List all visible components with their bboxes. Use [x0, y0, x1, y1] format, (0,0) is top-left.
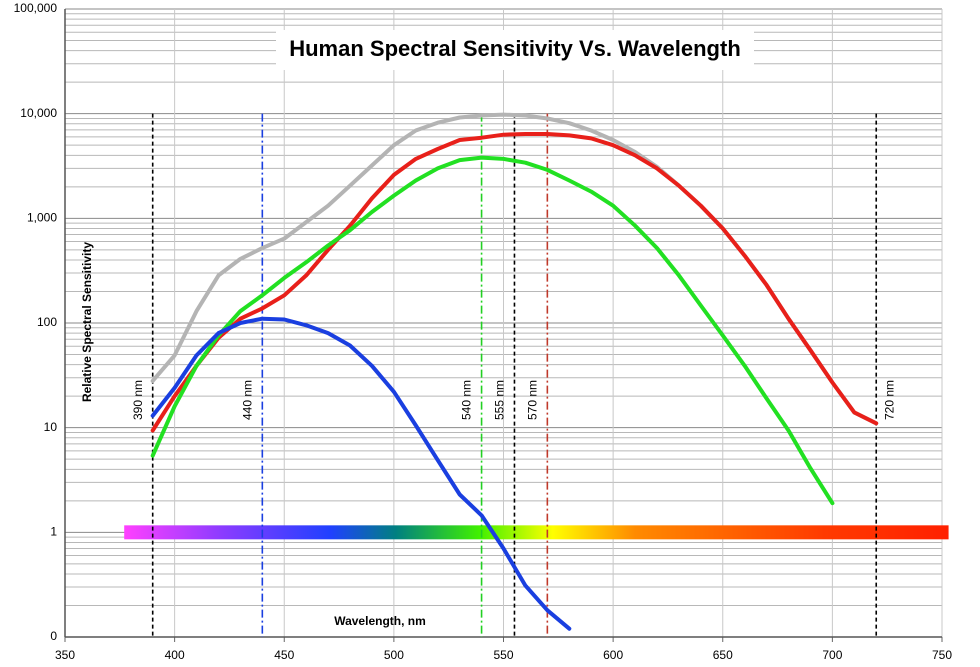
marker-label: 540 nm: [460, 380, 474, 420]
series-line: [150, 132, 879, 433]
y-tick-label: 1,000: [27, 211, 57, 225]
series-line: [150, 316, 572, 631]
marks: [124, 112, 949, 637]
marker-label: 570 nm: [526, 380, 540, 420]
marker-label: 390 nm: [131, 380, 145, 420]
y-axis-label: Relative Spectral Sensitivity: [80, 242, 94, 402]
x-tick-label: 500: [384, 648, 404, 662]
y-tick-label: 10: [44, 420, 58, 434]
x-tick-label: 650: [713, 648, 733, 662]
chart-title: Human Spectral Sensitivity Vs. Wavelengt…: [289, 36, 741, 61]
y-tick-label: 1: [50, 525, 57, 539]
x-tick-label: 700: [822, 648, 842, 662]
x-axis-label: Wavelength, nm: [334, 614, 426, 628]
series-line: [150, 155, 835, 506]
y-tick-label: 0: [50, 629, 57, 643]
spectrum-bar: [124, 525, 949, 540]
x-tick-label: 400: [165, 648, 185, 662]
x-tick-label: 350: [55, 648, 75, 662]
marker-label: 440 nm: [240, 380, 254, 420]
marker-label: 720 nm: [882, 380, 896, 420]
y-tick-label: 100,000: [14, 1, 58, 15]
grid: [64, 8, 943, 642]
y-tick-label: 10,000: [20, 106, 57, 120]
y-tick-label: 100: [37, 315, 57, 329]
marker-label: 555 nm: [493, 380, 507, 420]
x-tick-label: 450: [274, 648, 294, 662]
x-tick-label: 600: [603, 648, 623, 662]
x-tick-label: 550: [493, 648, 513, 662]
x-tick-label: 750: [932, 648, 952, 662]
title-box: [276, 30, 754, 70]
